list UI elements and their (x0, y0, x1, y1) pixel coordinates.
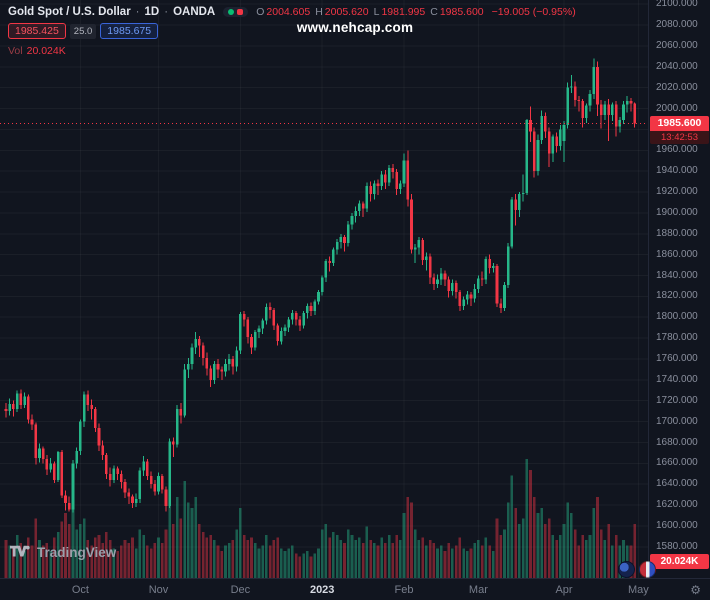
economic-event-icons (618, 561, 656, 578)
market-open-dot-icon (228, 9, 235, 15)
volume-legend-row: Vol 20.024K (8, 45, 576, 57)
price-axis-label: 2000.000 (656, 102, 698, 114)
ohlc-close-label: C (430, 6, 438, 18)
sell-price-button[interactable]: 1985.425 (8, 23, 66, 39)
time-axis-label-nov[interactable]: Nov (148, 584, 169, 596)
volume-axis-badge: 20.024K (650, 554, 709, 569)
bar-countdown: 13:42:53 (650, 130, 709, 144)
price-axis-label: 2060.000 (656, 39, 698, 51)
legend-separator: · (135, 6, 140, 18)
price-axis-label: 1700.000 (656, 415, 698, 427)
ohlc-readout: O 2004.605 H 2005.620 L 1981.995 C 1985.600 (256, 6, 486, 18)
ohlc-open-value: 2004.605 (266, 6, 311, 18)
chart-plot-area[interactable] (0, 0, 648, 578)
price-axis-label: 2040.000 (656, 60, 698, 72)
alert-square-icon (237, 9, 244, 15)
price-axis-label: 1940.000 (656, 165, 698, 177)
time-axis-label-may[interactable]: May (628, 584, 649, 596)
price-axis-label: 1920.000 (656, 186, 698, 197)
volume-label: Vol (8, 45, 23, 57)
ohlc-high-label: H (315, 6, 323, 18)
ohlc-low-value: 1981.995 (381, 6, 426, 18)
current-price-badge: 1985.600 13:42:53 (650, 115, 709, 144)
price-axis-label: 1860.000 (656, 248, 698, 260)
price-axis-label: 1800.000 (656, 311, 698, 323)
time-axis[interactable]: ⚙ Oct Nov Dec 2023 Feb Mar Apr May (0, 578, 710, 600)
ohlc-high-value: 2005.620 (324, 6, 369, 18)
price-axis[interactable]: 1985.600 13:42:53 20.024K 2100.000 2080.0… (648, 0, 710, 578)
price-axis-label: 1880.000 (656, 227, 698, 239)
change-label: −19.005 (−0.95%) (491, 6, 576, 18)
watermark-text: www.nehcap.com (296, 20, 414, 35)
bid-ask-row: 1985.425 25.0 1985.675 (8, 23, 576, 39)
event-flag-icon-1[interactable] (618, 561, 635, 578)
time-axis-label-oct[interactable]: Oct (71, 584, 89, 596)
price-axis-label: 2080.000 (656, 19, 698, 30)
price-axis-label: 1740.000 (656, 373, 698, 385)
price-axis-label: 1760.000 (656, 353, 698, 364)
time-axis-label-2023[interactable]: 2023 (309, 584, 335, 596)
price-axis-label: 1820.000 (656, 290, 698, 302)
volume-value: 20.024K (26, 45, 66, 57)
price-axis-label: 1600.000 (656, 520, 698, 531)
exchange-label[interactable]: OANDA (173, 6, 216, 18)
time-axis-label-apr[interactable]: Apr (555, 584, 573, 596)
price-axis-label: 2100.000 (656, 0, 698, 10)
spread-label: 25.0 (69, 23, 97, 39)
time-axis-label-mar[interactable]: Mar (468, 584, 488, 596)
price-axis-label: 1840.000 (656, 269, 698, 281)
price-axis-label: 1660.000 (656, 457, 698, 469)
market-status-pill[interactable] (223, 7, 249, 17)
symbol-legend-row: Gold Spot / U.S. Dollar · 1D · OANDA O 20… (8, 6, 576, 18)
time-axis-label-feb[interactable]: Feb (394, 584, 414, 596)
tradingview-logo-text: TradingView (37, 545, 117, 560)
symbol-title[interactable]: Gold Spot / U.S. Dollar (8, 6, 131, 18)
price-axis-label: 2020.000 (656, 81, 698, 93)
price-axis-label: 1960.000 (656, 144, 698, 156)
price-axis-label: 1580.000 (656, 540, 698, 552)
chart-legend: Gold Spot / U.S. Dollar · 1D · OANDA O 20… (8, 6, 576, 57)
price-axis-label: 1900.000 (656, 206, 698, 218)
tradingview-logo[interactable]: TradingView (10, 545, 116, 560)
price-axis-label: 1620.000 (656, 499, 698, 511)
tradingview-logo-icon (10, 545, 30, 557)
price-axis-label: 1720.000 (656, 394, 698, 406)
ohlc-low-label: L (373, 6, 380, 18)
interval-label[interactable]: 1D (144, 6, 160, 18)
price-axis-label: 1680.000 (656, 436, 698, 448)
current-price-label: 1985.600 (650, 115, 709, 131)
price-pane-svg (0, 3, 648, 578)
ohlc-close-value: 1985.600 (439, 6, 484, 18)
legend-separator: · (164, 6, 169, 18)
buy-price-button[interactable]: 1985.675 (100, 23, 159, 39)
price-axis-label: 1780.000 (656, 332, 698, 344)
ohlc-open-label: O (256, 6, 265, 18)
price-axis-label: 1640.000 (656, 478, 698, 490)
event-flag-icon-2[interactable] (639, 561, 656, 578)
time-axis-label-dec[interactable]: Dec (230, 584, 251, 596)
settings-icon[interactable]: ⚙ (690, 583, 701, 597)
